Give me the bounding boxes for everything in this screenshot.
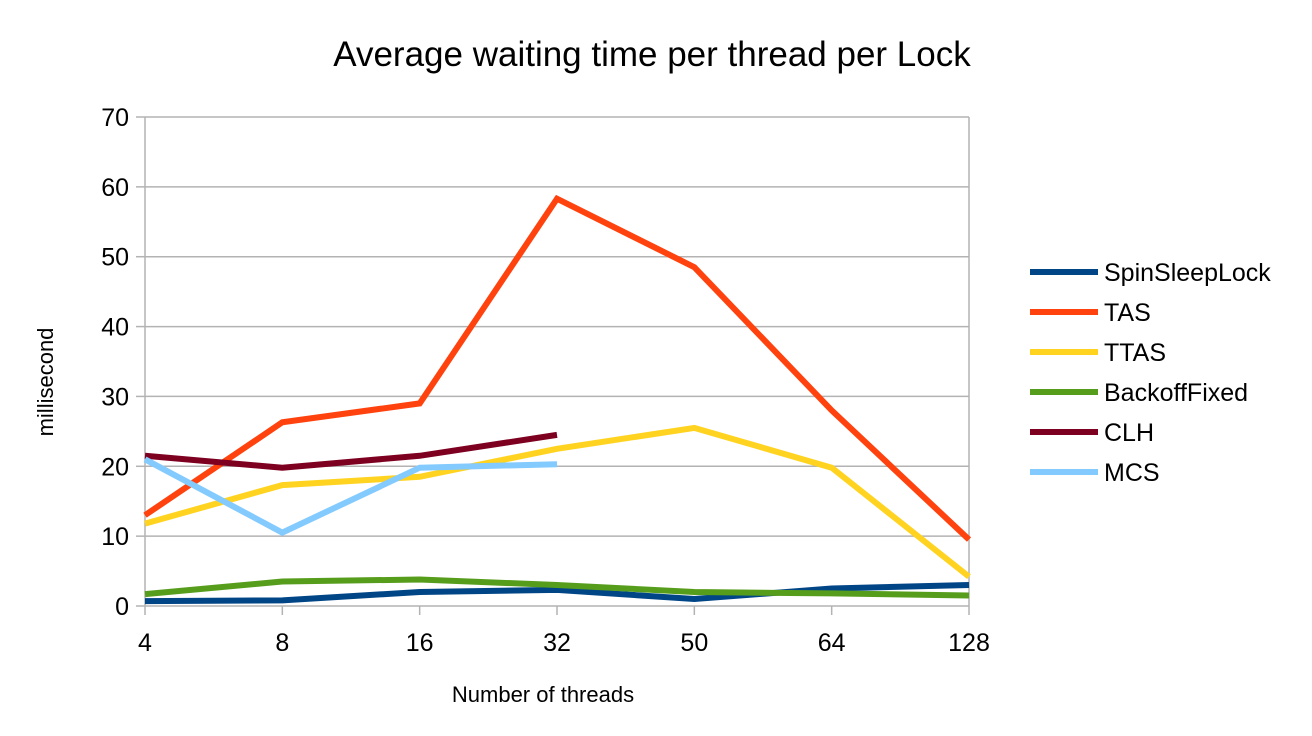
y-axis-label: millisecond [33, 328, 58, 437]
x-tick-label: 128 [948, 629, 990, 657]
series-line-clh [144, 431, 558, 471]
series-line-ttas [144, 424, 971, 580]
y-tick-label: 40 [101, 314, 129, 342]
x-tick-label: 64 [818, 629, 846, 657]
legend-label-clh: CLH [1104, 419, 1154, 447]
series-layer [143, 194, 972, 605]
x-tick-label: 50 [680, 629, 708, 657]
x-tick-label: 4 [138, 629, 152, 657]
legend-label-mcs: MCS [1104, 459, 1160, 487]
x-tick-label: 16 [406, 629, 434, 657]
legend: SpinSleepLock TAS TTAS BackoffFixed CLH MCS [1030, 259, 1271, 487]
series-line-mcs [143, 456, 558, 536]
y-tick-label: 70 [101, 104, 129, 132]
y-tick-label: 10 [101, 523, 129, 551]
y-tick-label: 30 [101, 383, 129, 411]
legend-label-backofffixed: BackoffFixed [1104, 379, 1248, 407]
legend-label-spinsleeplock: SpinSleepLock [1104, 259, 1271, 287]
x-tick-label: 32 [543, 629, 571, 657]
y-tick-label: 50 [101, 244, 129, 272]
x-tick-label: 8 [275, 629, 289, 657]
y-tick-label: 0 [115, 593, 129, 621]
y-tick-label: 60 [101, 174, 129, 202]
y-tick-label: 20 [101, 453, 129, 481]
legend-label-tas: TAS [1104, 299, 1151, 327]
series-line-backofffixed [144, 576, 970, 599]
series-line-spinsleeplock [144, 582, 970, 605]
series-line-tas [143, 194, 972, 542]
legend-label-ttas: TTAS [1104, 339, 1166, 367]
x-axis-label: Number of threads [452, 682, 634, 707]
plot-area: 0 10 20 30 40 50 60 70 4 8 16 32 50 64 128 [101, 104, 990, 657]
chart-title: Average waiting time per thread per Lock [333, 35, 971, 74]
